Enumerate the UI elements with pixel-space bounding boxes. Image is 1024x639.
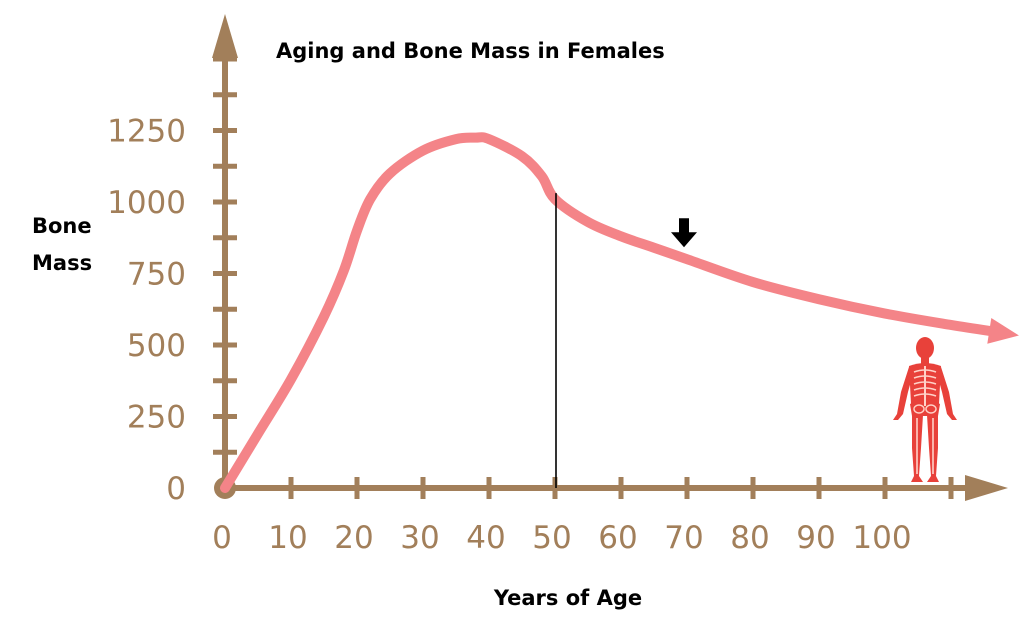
x-tick-label: 40	[466, 520, 505, 556]
series-layer	[220, 132, 1019, 493]
x-tick-label: 90	[796, 520, 835, 556]
y-tick-label: 1250	[107, 114, 186, 150]
decorations	[555, 193, 957, 488]
bone-mass-curve	[220, 132, 1003, 493]
x-axis-label: Years of Age	[493, 586, 642, 610]
figure-hip-right	[925, 404, 937, 414]
x-tick-label: 80	[730, 520, 769, 556]
y-tick-label: 0	[166, 471, 186, 507]
down-arrow-icon	[671, 218, 697, 248]
x-tick-label: 0	[212, 520, 232, 556]
tick-labels: 0 250 500 750 1000 1250 0 10 20 30 40 50 60 70 80 90 100	[107, 114, 911, 557]
figure-pelvis	[910, 400, 940, 416]
y-axis-label-line-2: Mass	[32, 251, 92, 275]
y-tick-label: 750	[127, 257, 186, 293]
y-tick-label: 500	[127, 328, 186, 364]
y-axis-label-line-1: Bone	[32, 214, 92, 238]
figure-arm-right	[937, 367, 957, 420]
curve-arrow-head	[987, 318, 1019, 344]
x-tick-label: 20	[334, 520, 373, 556]
figure-neck	[921, 357, 929, 365]
y-tick-label: 1000	[107, 185, 186, 221]
axes	[212, 14, 1008, 501]
x-axis-arrow	[965, 475, 1008, 501]
x-tick-label: 60	[598, 520, 637, 556]
x-tick-label: 10	[268, 520, 307, 556]
figure-arm-left	[893, 367, 913, 420]
x-tick-label: 30	[400, 520, 439, 556]
y-tick-label: 250	[127, 400, 186, 436]
figure-head	[916, 337, 934, 359]
x-tick-label: 50	[532, 520, 571, 556]
y-axis-arrow	[212, 14, 238, 58]
human-skeleton-icon	[893, 337, 957, 482]
chart-title: Aging and Bone Mass in Females	[276, 39, 665, 63]
x-tick-label: 70	[664, 520, 703, 556]
figure-hip-left	[913, 404, 925, 414]
x-tick-label: 100	[852, 520, 911, 556]
